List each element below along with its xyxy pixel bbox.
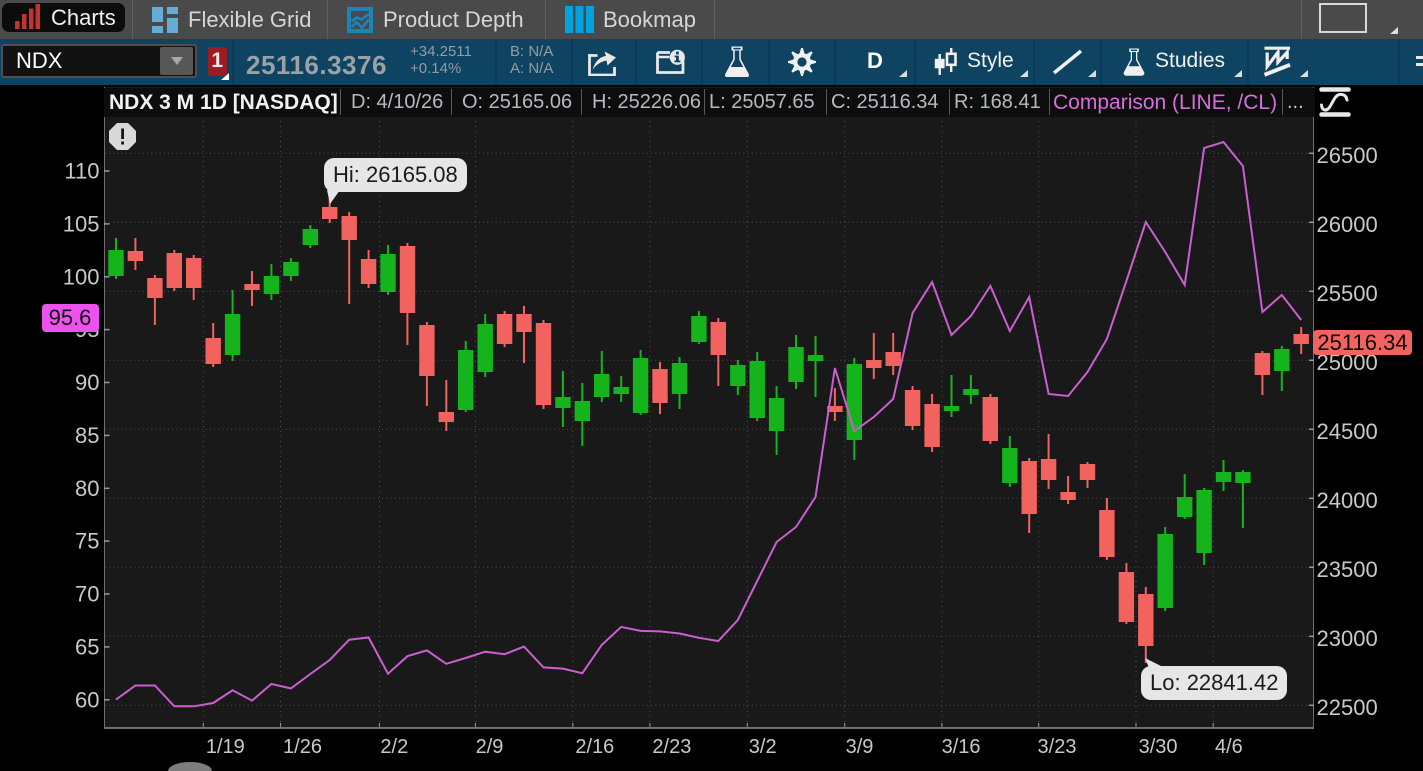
svg-text:1/19: 1/19 — [206, 736, 245, 758]
svg-text:26000: 26000 — [1317, 212, 1378, 237]
svg-text:105: 105 — [63, 211, 100, 236]
svg-text:2/16: 2/16 — [575, 736, 614, 758]
svg-text:3/30: 3/30 — [1139, 736, 1178, 758]
svg-text:23500: 23500 — [1317, 557, 1378, 582]
svg-text:3/23: 3/23 — [1038, 736, 1077, 758]
svg-text:2/9: 2/9 — [476, 736, 504, 758]
svg-text:100: 100 — [63, 264, 100, 289]
svg-text:24000: 24000 — [1317, 488, 1378, 513]
svg-text:80: 80 — [75, 476, 99, 501]
svg-text:22500: 22500 — [1317, 695, 1378, 720]
svg-text:2/23: 2/23 — [652, 736, 691, 758]
svg-text:4/6: 4/6 — [1215, 736, 1243, 758]
svg-text:23000: 23000 — [1317, 626, 1378, 651]
svg-text:1/26: 1/26 — [283, 736, 322, 758]
svg-text:110: 110 — [64, 159, 99, 184]
svg-text:85: 85 — [75, 423, 99, 448]
svg-text:65: 65 — [75, 634, 99, 659]
svg-text:3/9: 3/9 — [846, 736, 874, 758]
svg-text:3/16: 3/16 — [942, 736, 981, 758]
svg-text:70: 70 — [75, 582, 99, 607]
svg-text:26500: 26500 — [1317, 143, 1378, 168]
svg-text:3/2: 3/2 — [749, 736, 777, 758]
svg-text:60: 60 — [75, 687, 99, 712]
svg-text:75: 75 — [75, 529, 99, 554]
svg-text:90: 90 — [75, 370, 99, 395]
svg-text:2/2: 2/2 — [380, 736, 408, 758]
svg-text:25500: 25500 — [1317, 281, 1378, 306]
svg-text:24500: 24500 — [1317, 419, 1378, 444]
